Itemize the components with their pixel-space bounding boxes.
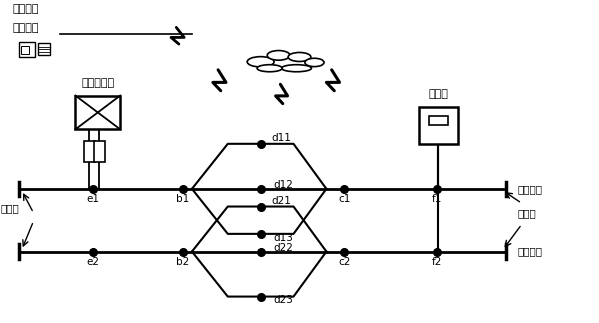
Text: d21: d21 — [271, 196, 292, 206]
Text: 电分相: 电分相 — [518, 208, 536, 218]
Text: e1: e1 — [87, 194, 100, 204]
Bar — [84, 141, 95, 162]
Bar — [19, 42, 35, 57]
Text: 下行线路: 下行线路 — [518, 246, 543, 256]
Ellipse shape — [257, 65, 282, 72]
Text: d12: d12 — [273, 180, 294, 190]
Text: 分区所: 分区所 — [428, 89, 449, 99]
Text: b1: b1 — [176, 194, 190, 204]
Bar — [38, 43, 50, 55]
Bar — [21, 46, 29, 54]
Ellipse shape — [288, 52, 311, 61]
Text: f1: f1 — [432, 194, 442, 204]
Bar — [94, 141, 105, 162]
Ellipse shape — [267, 50, 290, 60]
Text: c1: c1 — [338, 194, 350, 204]
Text: d23: d23 — [273, 296, 294, 306]
Ellipse shape — [282, 65, 311, 72]
Text: 牵引变电所: 牵引变电所 — [81, 78, 114, 88]
Bar — [419, 107, 458, 144]
Text: f2: f2 — [432, 257, 442, 267]
Ellipse shape — [305, 58, 324, 67]
Text: d11: d11 — [271, 133, 292, 143]
Text: b2: b2 — [176, 257, 190, 267]
Bar — [75, 96, 120, 129]
Text: c2: c2 — [338, 257, 350, 267]
Text: d13: d13 — [273, 233, 294, 243]
Text: d22: d22 — [273, 243, 294, 253]
Text: e2: e2 — [87, 257, 100, 267]
Bar — [429, 116, 448, 125]
Ellipse shape — [247, 57, 274, 67]
Text: 电分相: 电分相 — [1, 203, 19, 213]
Text: 上行线路: 上行线路 — [518, 184, 543, 194]
Text: 后台软件: 后台软件 — [13, 23, 39, 33]
Text: 故障定位: 故障定位 — [13, 4, 39, 14]
